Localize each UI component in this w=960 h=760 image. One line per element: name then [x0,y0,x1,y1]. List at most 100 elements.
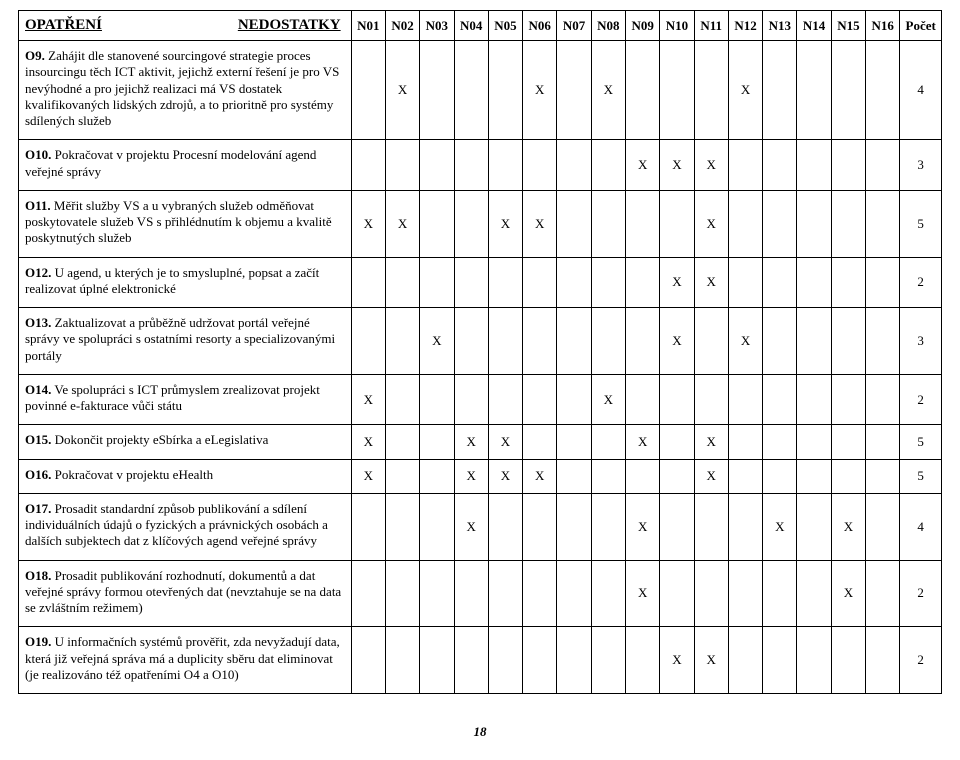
mark-cell [831,257,865,308]
measures-table: OPATŘENÍ NEDOSTATKY N01 N02 N03 N04 N05 … [18,10,942,694]
row-text: Prosadit standardní způsob publikování a… [25,501,328,549]
mark-cell [831,425,865,459]
header-col: N12 [728,11,762,41]
mark-cell: X [660,627,694,694]
mark-cell [454,308,488,375]
header-col: N15 [831,11,865,41]
mark-cell [420,190,454,257]
mark-cell [385,374,419,425]
mark-cell: X [351,425,385,459]
page-number: 18 [18,724,942,740]
mark-cell [797,190,831,257]
mark-cell: X [351,374,385,425]
mark-cell [385,459,419,493]
row-label: O12. [25,265,51,280]
table-row: O16. Pokračovat v projektu eHealthXXXXX5 [19,459,942,493]
header-col: N05 [488,11,522,41]
mark-cell [728,425,762,459]
mark-cell: X [763,493,797,560]
header-col: N06 [523,11,557,41]
header-col: N14 [797,11,831,41]
mark-cell [831,140,865,191]
mark-cell: X [523,41,557,140]
mark-cell [625,308,659,375]
row-text: Pokračovat v projektu eHealth [51,467,213,482]
mark-cell: X [488,459,522,493]
row-description: O17. Prosadit standardní způsob publikov… [19,493,352,560]
mark-cell [351,493,385,560]
mark-cell [351,560,385,627]
table-row: O9. Zahájit dle stanovené sourcingové st… [19,41,942,140]
mark-cell [420,374,454,425]
mark-cell: X [523,190,557,257]
row-description: O19. U informačních systémů prověřit, zd… [19,627,352,694]
header-nedostatky-label: NEDOSTATKY [238,17,341,34]
mark-cell [797,257,831,308]
mark-cell [625,459,659,493]
mark-cell [523,425,557,459]
mark-cell [351,257,385,308]
mark-cell [625,41,659,140]
mark-cell [660,425,694,459]
mark-cell [523,257,557,308]
row-label: O11. [25,198,51,213]
count-cell: 3 [900,140,942,191]
mark-cell [660,459,694,493]
mark-cell [523,493,557,560]
mark-cell [420,627,454,694]
header-col: N03 [420,11,454,41]
mark-cell [523,140,557,191]
mark-cell [831,308,865,375]
mark-cell [694,374,728,425]
mark-cell [728,257,762,308]
mark-cell [728,560,762,627]
mark-cell [797,459,831,493]
table-row: O13. Zaktualizovat a průběžně udržovat p… [19,308,942,375]
mark-cell [763,140,797,191]
count-cell: 2 [900,627,942,694]
mark-cell [385,493,419,560]
mark-cell [557,41,591,140]
mark-cell [351,627,385,694]
mark-cell [625,627,659,694]
mark-cell [557,140,591,191]
mark-cell [385,560,419,627]
row-label: O19. [25,634,51,649]
mark-cell [728,374,762,425]
count-cell: 2 [900,374,942,425]
mark-cell: X [454,493,488,560]
header-opatreni: OPATŘENÍ NEDOSTATKY [19,11,352,41]
row-description: O16. Pokračovat v projektu eHealth [19,459,352,493]
mark-cell [763,257,797,308]
mark-cell [660,41,694,140]
table-row: O17. Prosadit standardní způsob publikov… [19,493,942,560]
mark-cell: X [591,374,625,425]
mark-cell: X [488,425,522,459]
mark-cell [385,308,419,375]
mark-cell: X [351,190,385,257]
mark-cell [591,627,625,694]
mark-cell [625,374,659,425]
count-cell: 4 [900,41,942,140]
mark-cell [866,425,900,459]
mark-cell [557,374,591,425]
mark-cell [591,459,625,493]
header-opatreni-label: OPATŘENÍ [25,17,102,33]
header-col: N13 [763,11,797,41]
mark-cell [488,257,522,308]
count-cell: 2 [900,257,942,308]
mark-cell: X [420,308,454,375]
mark-cell [488,560,522,627]
count-cell: 4 [900,493,942,560]
header-col: N07 [557,11,591,41]
mark-cell [488,140,522,191]
mark-cell: X [454,425,488,459]
mark-cell [660,560,694,627]
mark-cell [385,425,419,459]
mark-cell [763,41,797,140]
mark-cell: X [351,459,385,493]
header-col: N08 [591,11,625,41]
mark-cell [763,308,797,375]
mark-cell [866,257,900,308]
mark-cell: X [625,560,659,627]
